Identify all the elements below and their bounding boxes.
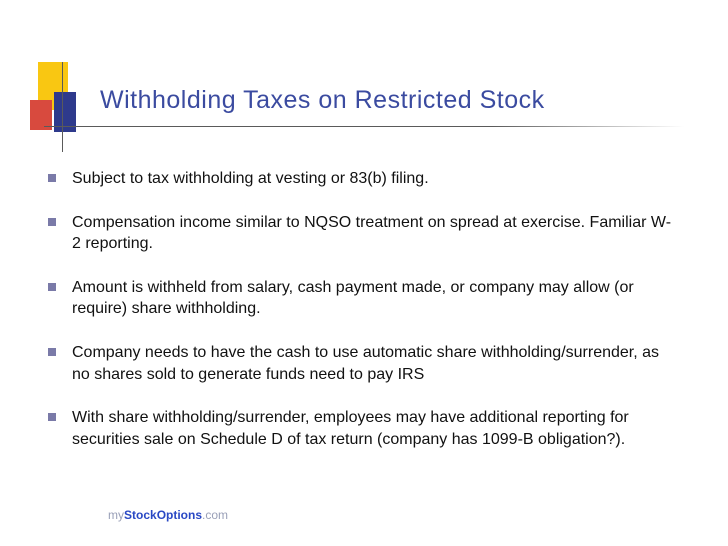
bullet-text: Amount is withheld from salary, cash pay…: [72, 277, 678, 320]
watermark: myStockOptions.com: [108, 508, 228, 522]
bullet-text: With share withholding/surrender, employ…: [72, 407, 678, 450]
list-item: Subject to tax withholding at vesting or…: [48, 168, 678, 190]
bullet-marker-icon: [48, 348, 56, 356]
slide-logo: [30, 62, 90, 142]
bullet-marker-icon: [48, 218, 56, 226]
watermark-options: Options: [157, 508, 202, 522]
bullet-text: Compensation income similar to NQSO trea…: [72, 212, 678, 255]
list-item: Company needs to have the cash to use au…: [48, 342, 678, 385]
horizontal-rule: [44, 126, 684, 127]
bullet-marker-icon: [48, 413, 56, 421]
watermark-stock: Stock: [124, 508, 157, 522]
list-item: Compensation income similar to NQSO trea…: [48, 212, 678, 255]
bullet-list: Subject to tax withholding at vesting or…: [48, 168, 678, 472]
vertical-rule: [62, 62, 63, 152]
list-item: Amount is withheld from salary, cash pay…: [48, 277, 678, 320]
bullet-text: Subject to tax withholding at vesting or…: [72, 168, 678, 190]
bullet-marker-icon: [48, 283, 56, 291]
watermark-com: .com: [202, 508, 228, 522]
bullet-marker-icon: [48, 174, 56, 182]
watermark-my: my: [108, 508, 124, 522]
list-item: With share withholding/surrender, employ…: [48, 407, 678, 450]
slide-title: Withholding Taxes on Restricted Stock: [100, 86, 545, 115]
bullet-text: Company needs to have the cash to use au…: [72, 342, 678, 385]
